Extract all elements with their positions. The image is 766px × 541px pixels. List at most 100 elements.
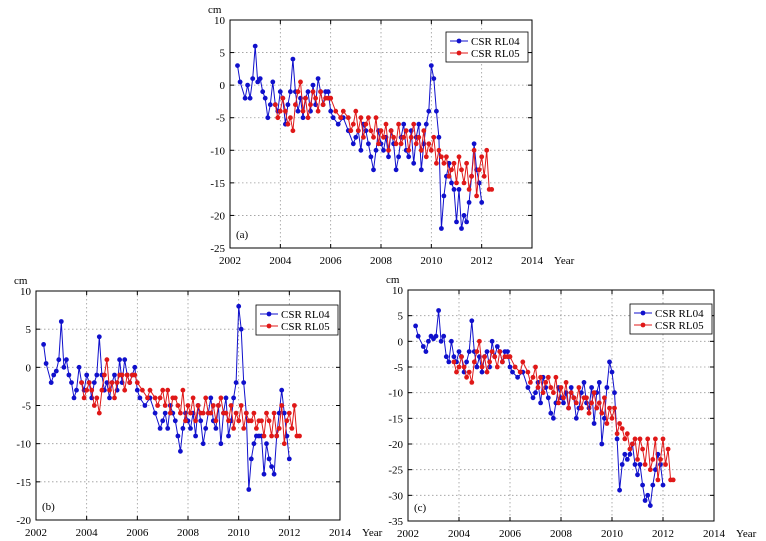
data-point-rl05 <box>157 395 163 401</box>
data-point-rl05 <box>650 457 656 462</box>
data-point-rl04 <box>255 79 261 85</box>
data-point-rl05 <box>416 134 422 140</box>
data-point-rl05 <box>288 115 293 121</box>
data-point-rl05 <box>474 193 479 199</box>
data-point-rl05 <box>670 477 676 483</box>
data-point-rl05 <box>266 418 272 424</box>
data-point-rl05 <box>381 134 386 140</box>
data-point-rl04 <box>604 385 610 390</box>
y-tick-label: -20 <box>16 515 31 527</box>
series-line-rl05 <box>453 341 674 481</box>
data-point-rl04 <box>381 147 386 153</box>
panel-label: (a) <box>236 229 249 241</box>
data-point-rl05 <box>119 372 125 378</box>
data-point-rl05 <box>461 364 467 370</box>
data-point-rl04 <box>548 410 554 416</box>
data-point-rl05 <box>487 359 492 365</box>
data-point-rl05 <box>431 134 437 140</box>
data-point-rl04 <box>271 471 277 477</box>
y-tick-label: -15 <box>388 413 403 425</box>
x-tick-label: 2012 <box>278 527 300 539</box>
data-point-rl04 <box>61 364 67 370</box>
x-axis-label: Year <box>362 527 383 539</box>
y-tick-label: 10 <box>214 15 226 27</box>
x-tick-label: 2006 <box>126 527 149 539</box>
x-axis-label: Year <box>736 528 757 540</box>
data-point-rl04 <box>579 390 584 396</box>
data-point-rl04 <box>286 456 292 462</box>
y-tick-label: -10 <box>16 439 31 451</box>
data-point-rl04 <box>269 464 274 469</box>
data-point-rl04 <box>545 395 551 401</box>
data-point-rl04 <box>416 121 422 127</box>
data-point-rl05 <box>391 134 396 140</box>
y-tick-label: 5 <box>26 324 32 336</box>
data-point-rl05 <box>284 418 290 424</box>
data-point-rl05 <box>241 426 247 431</box>
data-point-rl05 <box>290 128 296 134</box>
data-point-rl04 <box>401 121 407 127</box>
data-point-rl04 <box>162 410 168 416</box>
data-point-rl05 <box>292 403 297 408</box>
data-point-rl05 <box>328 95 334 101</box>
y-tick-label: 10 <box>20 286 32 298</box>
data-point-rl05 <box>193 418 199 424</box>
data-point-rl05 <box>630 441 635 447</box>
data-point-rl05 <box>228 403 234 408</box>
data-point-rl05 <box>484 147 490 153</box>
y-tick-label: -25 <box>388 465 403 477</box>
data-point-rl05 <box>213 418 219 424</box>
data-point-rl05 <box>637 436 643 442</box>
data-point-rl04 <box>264 441 269 447</box>
y-tick-label: -10 <box>210 145 225 157</box>
data-point-rl05 <box>573 400 579 406</box>
data-point-rl04 <box>510 369 515 375</box>
data-point-rl05 <box>556 400 561 406</box>
data-point-rl05 <box>464 374 469 380</box>
data-point-rl05 <box>596 400 602 406</box>
data-point-rl05 <box>280 95 286 101</box>
data-point-rl05 <box>285 121 291 127</box>
data-point-rl04 <box>96 334 102 340</box>
data-point-rl04 <box>48 380 54 385</box>
data-point-rl05 <box>658 457 663 462</box>
data-point-rl04 <box>441 333 447 339</box>
data-point-rl05 <box>86 380 92 385</box>
data-point-rl05 <box>481 173 487 179</box>
data-point-rl04 <box>415 333 421 339</box>
data-point-rl04 <box>247 95 253 101</box>
data-point-rl04 <box>436 134 442 140</box>
y-tick-label: -35 <box>388 516 403 528</box>
data-point-rl05 <box>602 395 607 401</box>
data-point-rl04 <box>614 436 620 442</box>
data-point-rl05 <box>401 134 407 140</box>
legend-marker <box>456 50 462 56</box>
data-point-rl05 <box>477 338 482 344</box>
data-point-rl05 <box>89 387 95 393</box>
data-point-rl04 <box>530 395 536 401</box>
data-point-rl05 <box>81 395 87 401</box>
data-point-rl05 <box>584 395 589 401</box>
x-tick-label: 2008 <box>550 528 573 540</box>
data-point-rl04 <box>233 380 239 385</box>
data-point-rl04 <box>94 372 100 378</box>
data-point-rl05 <box>640 446 645 452</box>
data-point-rl04 <box>260 89 266 95</box>
data-point-rl04 <box>279 387 285 393</box>
data-point-rl05 <box>167 410 173 416</box>
data-point-rl05 <box>298 79 303 85</box>
data-point-rl04 <box>142 403 148 408</box>
data-point-rl04 <box>406 154 412 160</box>
data-point-rl04 <box>538 400 543 406</box>
data-point-rl05 <box>293 102 298 108</box>
data-point-rl05 <box>451 359 457 365</box>
legend-marker <box>640 322 646 328</box>
data-point-rl05 <box>183 418 188 424</box>
data-point-rl05 <box>104 357 110 363</box>
data-point-rl04 <box>231 395 237 401</box>
data-point-rl05 <box>469 173 474 179</box>
data-point-rl04 <box>248 456 254 462</box>
data-point-rl04 <box>466 200 472 205</box>
data-point-rl04 <box>43 361 49 366</box>
data-point-rl05 <box>428 147 434 153</box>
